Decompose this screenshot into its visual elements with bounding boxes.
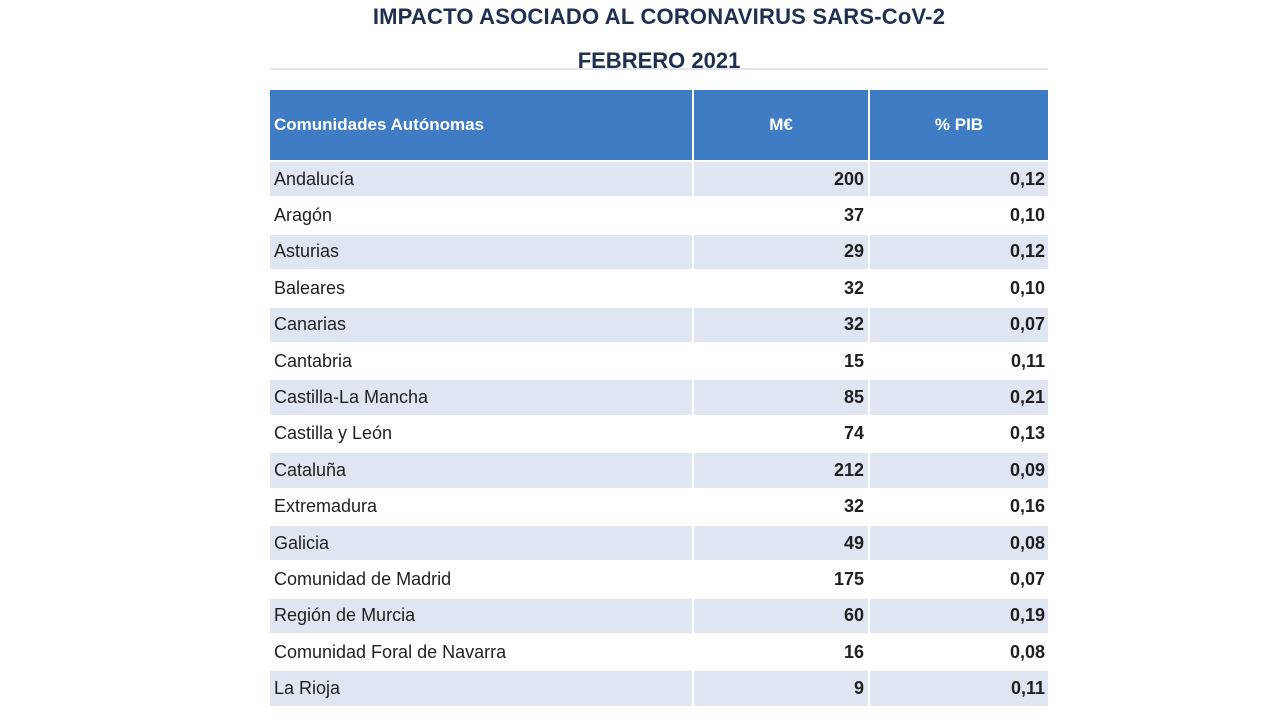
- region-name: Andalucía: [270, 160, 694, 197]
- meur-value: 16: [694, 633, 870, 670]
- region-name: Canarias: [270, 305, 694, 342]
- region-name: Cataluña: [270, 451, 694, 488]
- region-name: Baleares: [270, 269, 694, 306]
- table-row: Canarias 32 0,07: [270, 305, 1048, 342]
- table-header-row: Comunidades Autónomas M€ % PIB: [270, 90, 1048, 160]
- pib-value: 0,07: [870, 305, 1048, 342]
- document-subtitle: FEBRERO 2021: [577, 48, 741, 73]
- table-row: Cantabria 15 0,11: [270, 341, 1048, 379]
- pib-value: 0,11: [870, 341, 1048, 379]
- region-name: Castilla y León: [270, 414, 694, 452]
- title-divider: [270, 68, 1048, 70]
- table-row: Castilla-La Mancha 85 0,21: [270, 378, 1048, 415]
- meur-value: 212: [694, 451, 870, 488]
- table-row: Comunidad Foral de Navarra 16 0,08: [270, 633, 1048, 670]
- region-name: Galicia: [270, 523, 694, 561]
- pib-value: 0,08: [870, 633, 1048, 670]
- table-row: Región de Murcia 60 0,19: [270, 596, 1048, 634]
- meur-value: 32: [694, 269, 870, 306]
- region-name: Comunidad Foral de Navarra: [270, 633, 694, 670]
- table-row: Baleares 32 0,10: [270, 269, 1048, 306]
- table-row: Aragón 37 0,10: [270, 196, 1048, 233]
- table-row: Andalucía 200 0,12: [270, 160, 1048, 197]
- table-row: Comunidad de Madrid 175 0,07: [270, 560, 1048, 597]
- meur-value: 37: [694, 196, 870, 233]
- impact-table: Comunidades Autónomas M€ % PIB Andalucía…: [270, 90, 1048, 706]
- meur-value: 32: [694, 487, 870, 524]
- table-row: Galicia 49 0,08: [270, 523, 1048, 561]
- table-row: Castilla y León 74 0,13: [270, 414, 1048, 452]
- meur-value: 29: [694, 232, 870, 270]
- region-name: Asturias: [270, 232, 694, 270]
- region-name: Comunidad de Madrid: [270, 560, 694, 597]
- pib-value: 0,12: [870, 232, 1048, 270]
- meur-value: 49: [694, 523, 870, 561]
- table-row: Asturias 29 0,12: [270, 232, 1048, 270]
- meur-value: 60: [694, 596, 870, 634]
- header-region: Comunidades Autónomas: [270, 90, 694, 160]
- meur-value: 74: [694, 414, 870, 452]
- meur-value: 175: [694, 560, 870, 597]
- region-name: Cantabria: [270, 341, 694, 379]
- meur-value: 15: [694, 341, 870, 379]
- header-pib: % PIB: [870, 90, 1048, 160]
- pib-value: 0,08: [870, 523, 1048, 561]
- pib-value: 0,19: [870, 596, 1048, 634]
- meur-value: 85: [694, 378, 870, 415]
- region-name: Región de Murcia: [270, 596, 694, 634]
- title-block: IMPACTO ASOCIADO AL CORONAVIRUS SARS-CoV…: [270, 4, 1048, 74]
- meur-value: 9: [694, 669, 870, 706]
- pib-value: 0,21: [870, 378, 1048, 415]
- table-row: Extremadura 32 0,16: [270, 487, 1048, 524]
- region-name: Aragón: [270, 196, 694, 233]
- table-row: Cataluña 212 0,09: [270, 451, 1048, 488]
- header-meur: M€: [694, 90, 870, 160]
- pib-value: 0,16: [870, 487, 1048, 524]
- pib-value: 0,10: [870, 269, 1048, 306]
- region-name: Extremadura: [270, 487, 694, 524]
- pib-value: 0,07: [870, 560, 1048, 597]
- table-row: La Rioja 9 0,11: [270, 669, 1048, 706]
- meur-value: 32: [694, 305, 870, 342]
- region-name: La Rioja: [270, 669, 694, 706]
- document-title: IMPACTO ASOCIADO AL CORONAVIRUS SARS-CoV…: [372, 4, 946, 29]
- pib-value: 0,10: [870, 196, 1048, 233]
- pib-value: 0,12: [870, 160, 1048, 197]
- region-name: Castilla-La Mancha: [270, 378, 694, 415]
- document-page: IMPACTO ASOCIADO AL CORONAVIRUS SARS-CoV…: [270, 0, 1048, 706]
- pib-value: 0,09: [870, 451, 1048, 488]
- meur-value: 200: [694, 160, 870, 197]
- pib-value: 0,13: [870, 414, 1048, 452]
- pib-value: 0,11: [870, 669, 1048, 706]
